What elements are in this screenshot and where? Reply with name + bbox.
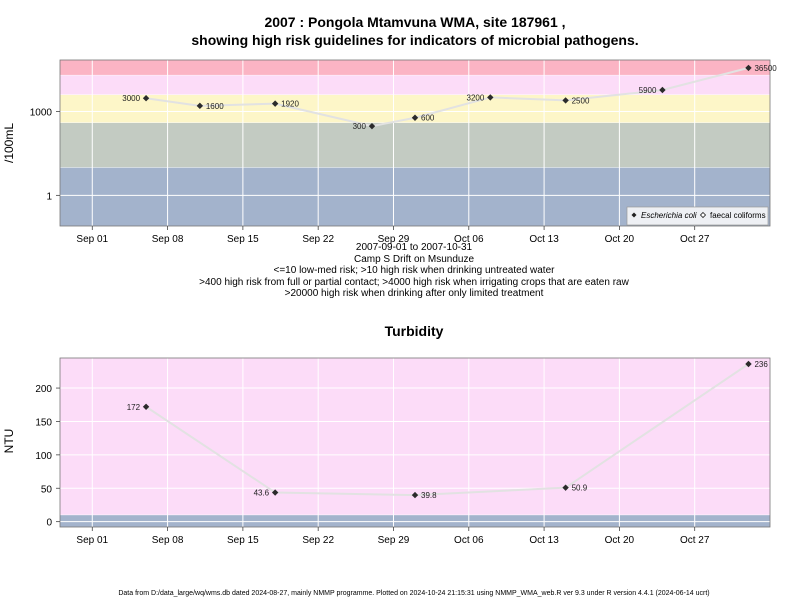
legend-faecal-marker xyxy=(699,211,707,219)
series: 172 43.6 39.8 50.9 236 xyxy=(127,360,769,500)
x-tick-label: Oct 27 xyxy=(680,535,710,546)
turbidity-title: Turbidity xyxy=(385,323,444,339)
guideline-line2: >400 high risk from full or partial cont… xyxy=(199,277,629,288)
data-label: 43.6 xyxy=(254,489,270,498)
y-tick-label: 100 xyxy=(35,451,52,462)
x-tick-label: Oct 06 xyxy=(454,234,484,245)
data-label: 172 xyxy=(127,403,141,412)
x-tick-label: Sep 01 xyxy=(76,234,108,245)
data-point xyxy=(411,491,419,499)
risk-band-0 xyxy=(60,514,770,527)
risk-band-1 xyxy=(60,358,770,515)
x-tick-label: Oct 13 xyxy=(529,234,559,245)
x-tick-label: Sep 15 xyxy=(227,535,259,546)
axes: Sep 01 Sep 08 Sep 15 Sep 22 Sep 29 Oct 06 Oct … xyxy=(30,108,710,245)
y-tick-label: 1000 xyxy=(30,108,53,119)
data-label: 600 xyxy=(421,114,435,123)
data-point xyxy=(271,489,279,496)
data-point xyxy=(487,94,494,101)
data-point xyxy=(271,100,279,107)
data-point xyxy=(562,484,569,491)
x-tick-label: Sep 29 xyxy=(378,234,410,245)
y-tick-label: 200 xyxy=(35,384,52,395)
date-range: 2007-09-01 to 2007-10-31 xyxy=(356,242,473,253)
plot-frame xyxy=(59,59,771,227)
x-tick-label: Sep 22 xyxy=(302,535,334,546)
data-point xyxy=(745,360,752,368)
data-point xyxy=(745,64,752,72)
grid xyxy=(60,60,770,226)
chart-title-line1: 2007 : Pongola Mtamvuna WMA, site 187961… xyxy=(264,14,565,30)
data-label: 5900 xyxy=(639,86,657,95)
x-tick-label: Sep 08 xyxy=(152,535,184,546)
axes: Sep 01 Sep 08 Sep 15 Sep 22 Sep 29 Oct 06 Oct … xyxy=(35,384,710,546)
legend-box xyxy=(626,206,769,226)
legend-ecoli-marker xyxy=(631,212,637,218)
x-tick-label: Sep 22 xyxy=(302,234,334,245)
data-label: 36500 xyxy=(754,64,777,73)
data-point xyxy=(368,122,376,130)
risk-bands xyxy=(60,60,770,226)
data-label: 300 xyxy=(353,122,367,131)
plot-frame xyxy=(59,357,771,528)
data-label: 1920 xyxy=(281,100,299,109)
data-point xyxy=(659,86,666,94)
data-point xyxy=(142,403,150,410)
data-label: 50.9 xyxy=(572,484,588,493)
data-label: 236 xyxy=(754,360,768,369)
x-tick-label: Oct 13 xyxy=(529,535,559,546)
x-tick-label: Sep 29 xyxy=(378,535,410,546)
data-label: 1600 xyxy=(206,102,224,111)
data-label: 2500 xyxy=(572,96,590,105)
guideline-line3: >20000 high risk when drinking after onl… xyxy=(285,288,544,299)
guideline-line1: <=10 low-med risk; >10 high risk when dr… xyxy=(274,265,556,276)
data-point xyxy=(142,95,150,102)
x-tick-label: Oct 06 xyxy=(454,535,484,546)
footer-note: Data from D:/data_large/wq/wms.db dated … xyxy=(118,590,709,597)
data-point xyxy=(411,114,419,121)
y-tick-label: 1 xyxy=(46,191,52,202)
turbidity-panel: Sep 01 Sep 08 Sep 15 Sep 22 Sep 29 Oct 06 Oct … xyxy=(2,357,771,546)
y-tick-label: 0 xyxy=(46,518,52,529)
legend-ecoli-label: Escherichia coli xyxy=(641,211,697,220)
series: 3000 1600 1920 300 600 3200 2500 5900 36500 xyxy=(122,64,777,131)
x-tick-label: Oct 20 xyxy=(605,535,635,546)
x-tick-label: Sep 01 xyxy=(76,535,108,546)
data-label: 3200 xyxy=(467,93,485,102)
y-axis-label: /100mL xyxy=(2,123,16,163)
x-tick-label: Sep 08 xyxy=(152,234,184,245)
data-label: 39.8 xyxy=(421,491,437,500)
x-tick-label: Oct 27 xyxy=(680,234,710,245)
y-tick-label: 50 xyxy=(41,484,53,495)
x-tick-label: Oct 20 xyxy=(605,234,635,245)
chart-title-line2: showing high risk guidelines for indicat… xyxy=(191,32,638,48)
risk-band-4 xyxy=(60,60,770,76)
legend-faecal-label: faecal coliforms xyxy=(710,211,766,220)
risk-band-1 xyxy=(60,122,770,168)
risk-band-3 xyxy=(60,75,770,95)
legend: Escherichia coli faecal coliforms xyxy=(626,206,769,226)
grid xyxy=(60,358,770,527)
y-axis-label: NTU xyxy=(2,429,16,454)
site-location: Camp S Drift on Msunduze xyxy=(354,254,474,265)
risk-bands xyxy=(60,358,770,527)
y-tick-label: 150 xyxy=(35,417,52,428)
x-tick-label: Sep 15 xyxy=(227,234,259,245)
data-point xyxy=(562,97,569,104)
data-label: 3000 xyxy=(122,94,140,103)
ecoli-panel: Sep 01 Sep 08 Sep 15 Sep 22 Sep 29 Oct 06 Oct … xyxy=(2,59,777,245)
data-point xyxy=(196,102,204,110)
